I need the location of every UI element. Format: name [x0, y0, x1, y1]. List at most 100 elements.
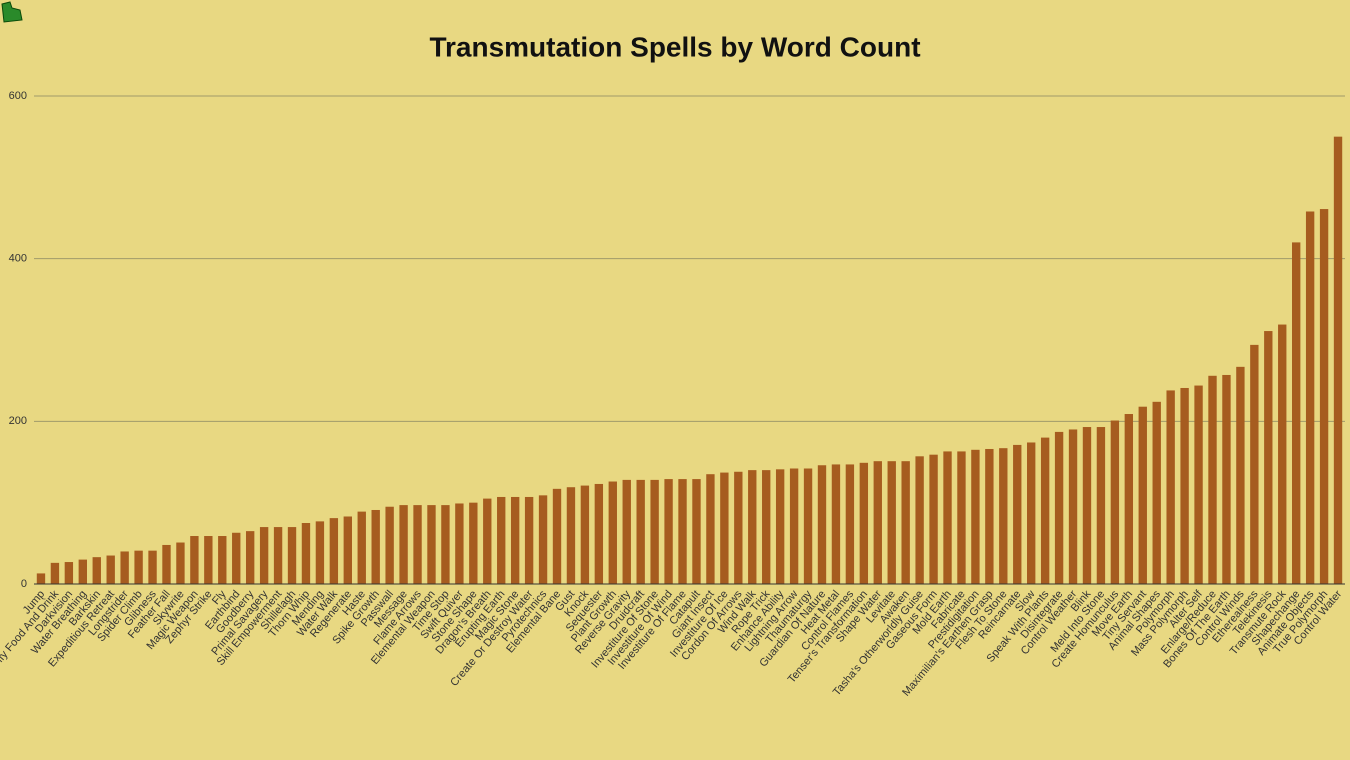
bar: [1054, 431, 1064, 584]
bar: [608, 481, 617, 584]
bar: [315, 521, 325, 584]
bar: [524, 496, 534, 584]
bar: [720, 472, 729, 584]
bar: [78, 559, 87, 584]
bar: [1124, 414, 1134, 584]
bar: [748, 470, 757, 584]
bar: [329, 518, 339, 584]
bar: [929, 454, 938, 584]
y-tick-label: 0: [21, 578, 27, 590]
bar: [664, 479, 673, 584]
bar: [106, 555, 115, 584]
bar: [385, 506, 394, 584]
bar: [120, 551, 129, 584]
bar: [594, 483, 604, 584]
bar: [301, 523, 311, 584]
bar: [1013, 444, 1022, 584]
bar: [1305, 211, 1315, 584]
bar: [775, 469, 785, 584]
bar: [204, 536, 213, 584]
bar: [873, 461, 882, 584]
bar: [36, 573, 46, 584]
bar: [1208, 375, 1217, 584]
bar: [287, 527, 297, 584]
bar: [1264, 331, 1273, 584]
bar: [803, 468, 813, 584]
bar: [943, 451, 952, 584]
bar: [901, 461, 910, 584]
bar: [1166, 390, 1175, 584]
bar: [427, 505, 436, 584]
bar: [455, 503, 464, 584]
bar: [50, 562, 60, 584]
bar: [469, 502, 478, 584]
bar: [1096, 427, 1106, 584]
bar: [1082, 427, 1092, 584]
bar: [148, 550, 157, 584]
bar: [1110, 420, 1120, 584]
bar: [999, 448, 1008, 584]
bar: [232, 532, 241, 584]
bar: [552, 488, 562, 584]
bar: [1138, 406, 1147, 584]
bar: [483, 498, 492, 584]
bar: [1027, 442, 1036, 584]
chart-title: Transmutation Spells by Word Count: [429, 31, 920, 62]
bar: [441, 505, 450, 584]
bar: [692, 479, 701, 584]
bar: [218, 536, 227, 584]
bar: [162, 544, 171, 584]
bar: [343, 516, 352, 584]
bar: [357, 511, 366, 584]
bar: [64, 562, 74, 584]
bar: [887, 461, 896, 584]
bar: [566, 487, 576, 584]
bar: [497, 496, 506, 584]
bar: [678, 479, 687, 584]
y-tick-label: 600: [9, 90, 27, 102]
bar: [190, 536, 199, 584]
bar: [789, 468, 799, 584]
bar: [762, 470, 771, 584]
bar: [971, 449, 980, 584]
bar: [1333, 136, 1343, 584]
bar: [134, 550, 143, 584]
bar: [1194, 385, 1203, 584]
bar: [859, 462, 869, 584]
bar: [510, 496, 520, 584]
bar: [413, 505, 422, 584]
bar: [734, 471, 743, 584]
bar: [915, 456, 924, 584]
bar: [957, 451, 966, 584]
bar: [1040, 437, 1050, 584]
bar: [650, 479, 659, 584]
bar: [399, 505, 408, 584]
bar: [538, 495, 548, 584]
bar: [1152, 401, 1161, 584]
bar: [176, 542, 185, 584]
bar: [245, 531, 255, 584]
bar: [1068, 429, 1078, 584]
bar: [706, 474, 715, 584]
bar: [371, 509, 380, 584]
y-tick-label: 200: [9, 415, 27, 427]
bar: [817, 465, 827, 584]
bar: [1319, 209, 1329, 584]
bar: [985, 448, 994, 584]
bar: [92, 557, 101, 584]
y-tick-label: 400: [9, 253, 27, 265]
bar: [273, 527, 283, 584]
bar: [845, 464, 855, 584]
bar: [580, 485, 590, 584]
bar: [1292, 242, 1301, 584]
bar: [1222, 374, 1231, 584]
bar: [831, 464, 841, 584]
bar: [622, 479, 631, 584]
bar: [636, 479, 645, 584]
bar: [259, 527, 269, 584]
bar: [1236, 366, 1245, 584]
logo-icon: [1, 1, 23, 23]
bar: [1278, 324, 1287, 584]
